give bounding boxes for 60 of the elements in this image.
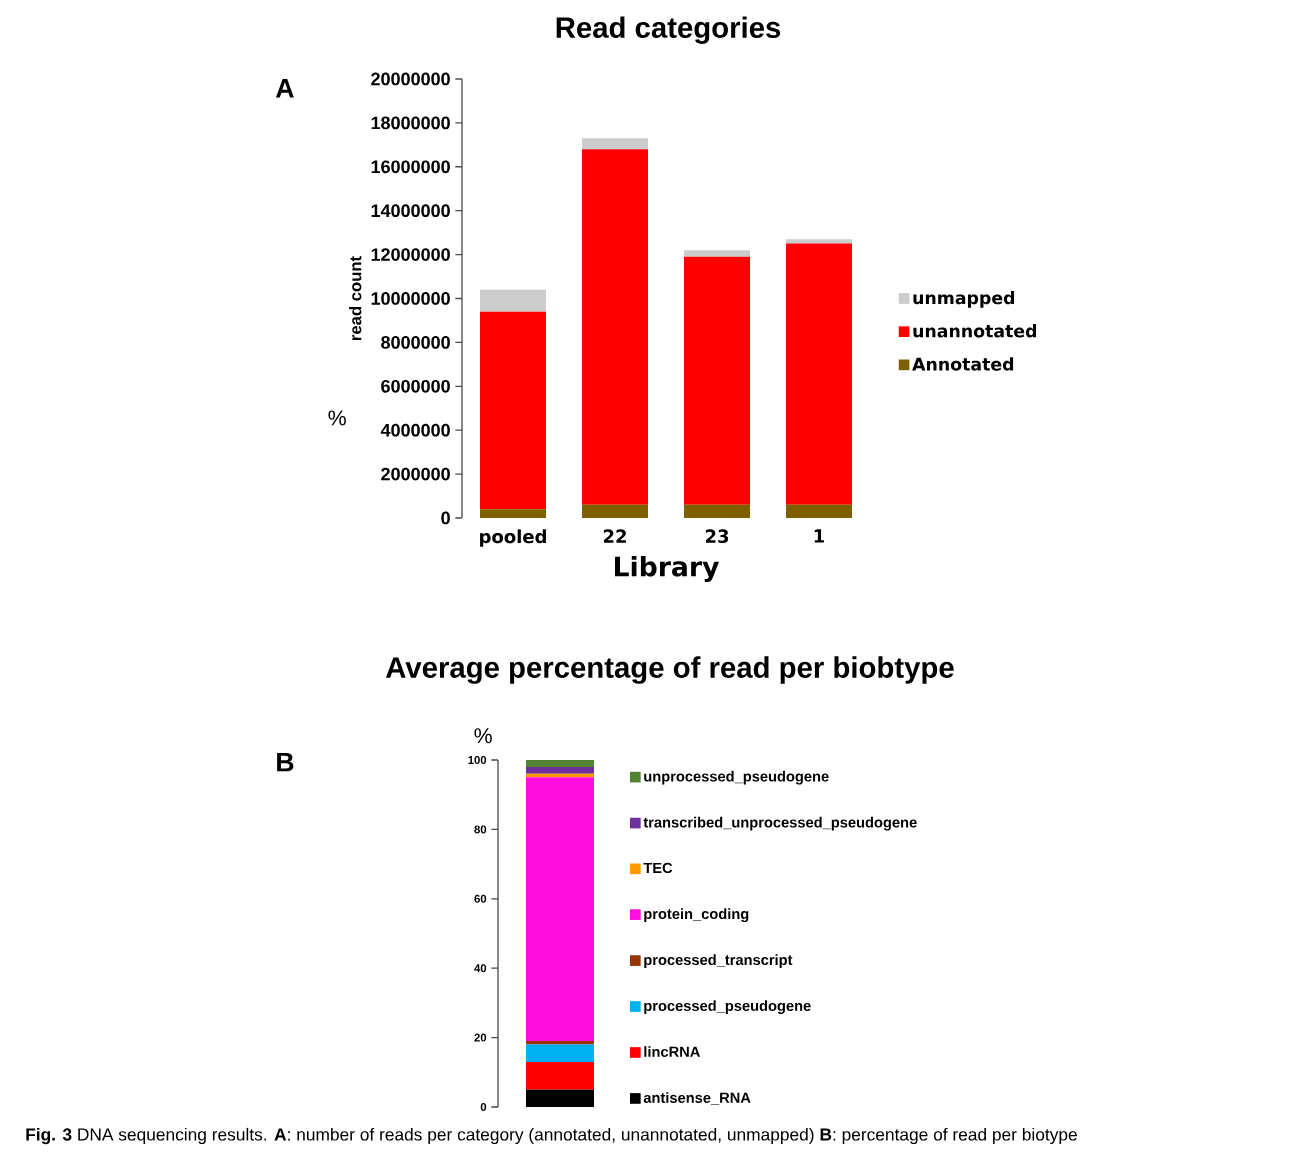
text: Average percentage of read per biobtype [385, 656, 954, 684]
y-tick-label: 18000000 [371, 116, 450, 130]
y-tick-label: 20000000 [371, 72, 450, 86]
bar [684, 256, 750, 505]
legend-label: processed_transcript [644, 954, 793, 968]
legend-label: processed_pseudogene [644, 1000, 811, 1014]
y-axis-title: % [474, 728, 492, 744]
y-tick-label: 8000000 [381, 336, 450, 349]
bar [526, 777, 594, 1042]
bar [526, 1089, 594, 1107]
y-tick-label: 80 [474, 825, 487, 834]
bar [582, 138, 648, 150]
y-tick-label: 12000000 [371, 248, 450, 261]
bar [684, 250, 750, 257]
y-tick-label: 6000000 [381, 379, 450, 393]
y-axis-title: read count [349, 256, 362, 340]
bar [526, 1041, 594, 1045]
legend-label: TEC [643, 862, 673, 874]
bar [582, 149, 648, 505]
bar [480, 289, 546, 312]
text: A [275, 79, 294, 98]
bar [786, 504, 853, 518]
text: % [328, 410, 346, 426]
bar [786, 239, 853, 244]
legend-label: antisense_RNA [643, 1092, 751, 1105]
bar [526, 766, 594, 774]
text: B [277, 752, 294, 772]
y-tick-label: 0 [480, 1103, 487, 1112]
legend-label: lincRNA [644, 1046, 700, 1057]
legend-label: transcribed_unprocessed_pseudogene [643, 816, 917, 831]
bar [526, 1044, 594, 1062]
x-tick-label: 1 [814, 529, 825, 543]
y-tick-label: 60 [474, 894, 487, 903]
y-tick-label: 2000000 [381, 467, 450, 481]
chart-title: Read categories [556, 16, 781, 44]
bar [526, 759, 594, 767]
bar [684, 504, 750, 518]
x-axis-title: Library [615, 555, 719, 582]
y-tick-label: 16000000 [371, 160, 450, 174]
text: Fig. 3 DNA sequencing results. A: number of reads per category (annotated, unannotated, unmapped) B: percentage of read per biotype [26, 1127, 1077, 1145]
y-tick-label: 100 [468, 755, 487, 764]
bar [480, 509, 546, 518]
legend-label: unmapped [913, 290, 1015, 308]
y-tick-label: 20 [474, 1033, 487, 1042]
x-tick-label: 23 [705, 529, 729, 543]
legend-label: Annotated [912, 357, 1014, 371]
y-tick-label: 14000000 [371, 204, 450, 218]
y-tick-label: 40 [474, 964, 487, 973]
y-tick-label: 10000000 [371, 292, 450, 305]
y-tick-label: 4000000 [380, 423, 450, 437]
x-tick-label: 22 [603, 529, 626, 543]
y-tick-label: 0 [441, 511, 450, 525]
bar [526, 1061, 594, 1090]
x-tick-label: pooled [480, 529, 546, 547]
legend-label: unannotated [913, 324, 1037, 338]
legend-label: unprocessed_pseudogene [644, 770, 829, 785]
bar [582, 504, 648, 518]
legend-label: protein_coding [644, 908, 749, 923]
bar [480, 311, 546, 510]
bar [786, 243, 853, 505]
